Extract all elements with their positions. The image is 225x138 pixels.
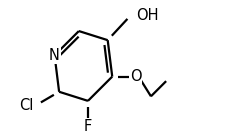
Text: Cl: Cl (19, 98, 33, 113)
Text: O: O (129, 69, 141, 84)
Text: F: F (83, 119, 92, 134)
Text: OH: OH (136, 8, 158, 23)
Text: N: N (49, 48, 60, 63)
